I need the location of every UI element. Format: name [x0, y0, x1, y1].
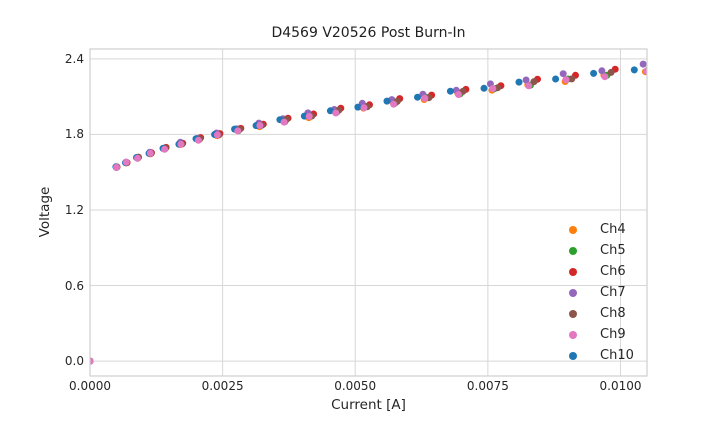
legend-label: Ch6: [600, 264, 626, 279]
data-point-Ch9: [234, 127, 242, 135]
legend-entry-Ch7: Ch7: [563, 282, 634, 303]
data-point-Ch9: [213, 131, 221, 139]
legend-marker-icon: [569, 309, 577, 318]
data-point-Ch9: [122, 158, 130, 166]
legend-marker-icon: [569, 288, 577, 297]
data-point-Ch8: [650, 66, 657, 73]
y-axis-label-text: Voltage: [37, 186, 53, 238]
data-point-Ch9: [280, 118, 288, 126]
data-point-Ch9: [525, 82, 533, 90]
x-tick-label: 0.0100: [599, 379, 642, 393]
x-tick-label: 0.0075: [466, 379, 509, 393]
data-point-Ch10: [354, 103, 362, 111]
y-tick-label: 2.4: [64, 51, 84, 66]
legend-entry-Ch9: Ch9: [563, 324, 634, 345]
plot-border: [89, 48, 648, 377]
data-point-Ch8: [530, 78, 538, 86]
data-point-Ch8: [568, 75, 576, 83]
data-point-Ch9: [146, 149, 154, 157]
data-point-Ch9: [305, 112, 313, 120]
x-axis-label: Current [A]: [331, 397, 406, 413]
legend-label: Ch5: [600, 243, 626, 258]
data-point-Ch7: [559, 70, 567, 78]
data-point-Ch9: [562, 76, 570, 84]
data-point-Ch9: [90, 357, 94, 365]
y-tick-label: 0.6: [64, 278, 84, 293]
legend-marker-icon: [569, 267, 577, 276]
y-tick-label: 1.2: [64, 203, 84, 217]
legend-entry-Ch6: Ch6: [563, 261, 634, 282]
data-point-Ch9: [360, 104, 368, 112]
data-point-Ch10: [590, 69, 598, 77]
data-point-Ch7: [639, 60, 647, 68]
data-point-Ch9: [177, 140, 185, 148]
legend-marker-icon: [569, 246, 577, 255]
data-point-Ch7: [598, 67, 606, 75]
y-tick-label: 0.0: [64, 354, 84, 369]
legend: Ch4 Ch5 Ch6 Ch7 Ch8 Ch9 Ch10: [563, 219, 634, 366]
data-point-Ch10: [326, 107, 334, 115]
data-point-Ch9: [421, 94, 429, 102]
legend-label: Ch10: [600, 348, 634, 363]
x-tick-label: 0.0000: [69, 379, 111, 393]
data-point-Ch9: [161, 145, 169, 153]
data-point-Ch9: [332, 109, 340, 117]
data-point-Ch10: [480, 84, 488, 92]
data-point-Ch6: [654, 63, 661, 70]
data-point-Ch9: [113, 163, 120, 171]
data-point-Ch9: [455, 91, 462, 98]
legend-label: Ch9: [600, 327, 626, 342]
data-point-Ch10: [414, 93, 421, 101]
data-point-Ch7: [522, 76, 530, 84]
data-point-Ch8: [607, 68, 615, 76]
data-point-Ch9: [601, 73, 609, 81]
legend-marker-icon: [569, 351, 577, 360]
x-tick-label: 0.0050: [334, 379, 377, 393]
legend-label: Ch4: [600, 222, 626, 237]
legend-marker-icon: [569, 225, 577, 234]
data-point-Ch9: [194, 136, 202, 144]
legend-label: Ch7: [600, 285, 626, 300]
y-tick-label: 1.8: [64, 127, 84, 142]
data-point-Ch9: [134, 154, 141, 162]
x-tick-label: 0.0025: [201, 379, 244, 393]
legend-entry-Ch8: Ch8: [563, 303, 634, 324]
data-point-Ch10: [630, 66, 638, 74]
data-point-Ch10: [552, 75, 560, 83]
data-point-Ch10: [515, 78, 523, 86]
series-Ch9: [90, 67, 647, 365]
data-point-Ch9: [643, 67, 647, 75]
legend-entry-Ch4: Ch4: [563, 219, 634, 240]
data-point-Ch9: [390, 100, 398, 108]
data-point-Ch9: [256, 122, 264, 129]
data-point-Ch9: [489, 85, 497, 93]
legend-label: Ch8: [600, 306, 626, 321]
chart-title: D4569 V20526 Post Burn-In: [271, 25, 466, 41]
data-point-Ch10: [446, 87, 454, 95]
legend-marker-icon: [569, 330, 577, 339]
legend-entry-Ch5: Ch5: [563, 240, 634, 261]
legend-entry-Ch10: Ch10: [563, 345, 634, 366]
scatter-series-group: [90, 60, 661, 365]
data-point-Ch10: [383, 97, 391, 105]
